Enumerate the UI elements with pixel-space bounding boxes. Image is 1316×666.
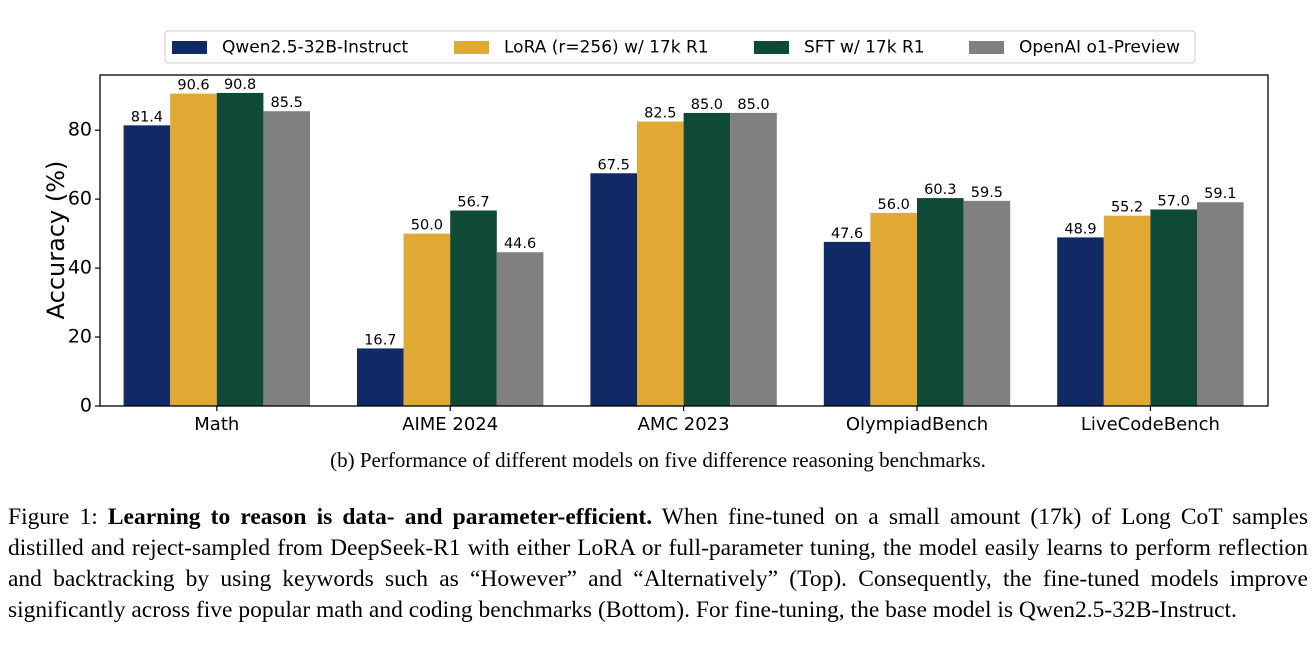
legend-swatch [754, 41, 789, 54]
bar [730, 112, 777, 406]
bar [1197, 202, 1244, 406]
y-axis-label: Accuracy (%) [42, 161, 70, 320]
bar [403, 233, 451, 406]
bar-value-label: 81.4 [131, 109, 163, 125]
chart-value-labels: 81.4 90.6 90.8 85.5 16.7 50.0 56.7 44.6 67.5 82.5… [131, 77, 1237, 348]
x-tick-label: AMC 2023 [638, 414, 730, 435]
bar-value-label: 60.3 [924, 182, 956, 198]
x-tick-label: LiveCodeBench [1081, 414, 1220, 435]
bar-value-label: 67.5 [598, 157, 630, 173]
y-tick-label: 20 [68, 326, 92, 348]
bar [1103, 215, 1151, 406]
bar [637, 121, 684, 406]
figure-caption-prefix: Figure 1: [8, 504, 108, 530]
bar-value-label: 59.5 [971, 185, 1003, 201]
bar-value-label: 57.0 [1158, 193, 1190, 209]
bar-chart: Qwen2.5-32B-Instruct LoRA (r=256) w/ 17k … [42, 30, 1269, 435]
bar-value-label: 56.0 [878, 197, 910, 213]
x-tick-label: AIME 2024 [402, 414, 498, 435]
bar-value-label: 85.0 [691, 97, 723, 113]
bar-value-label: 85.5 [271, 95, 303, 111]
legend-label: Qwen2.5-32B-Instruct [222, 38, 409, 58]
bar-value-label: 55.2 [1111, 200, 1143, 216]
bar-value-label: 47.6 [831, 226, 863, 242]
y-tick-label: 60 [68, 188, 92, 210]
x-tick-label: OlympiadBench [846, 414, 988, 435]
bar-value-label: 90.6 [177, 78, 209, 94]
figure-caption: Figure 1: Learning to reason is data- an… [8, 502, 1308, 626]
bar [496, 252, 544, 406]
bar [1150, 209, 1197, 406]
legend-frame [164, 30, 1196, 64]
y-tick-label: 0 [80, 395, 92, 417]
legend-swatch [969, 41, 1004, 54]
legend-label: OpenAI o1-Preview [1019, 38, 1180, 58]
bar-value-label: 90.8 [224, 77, 256, 93]
chart-bars [123, 92, 1244, 407]
bar-value-label: 59.1 [1204, 186, 1236, 202]
legend-label: LoRA (r=256) w/ 17k R1 [504, 38, 709, 58]
bar [823, 241, 871, 406]
x-axis: Math AIME 2024 AMC 2023 OlympiadBench LiveCo… [194, 406, 1220, 435]
bar [170, 93, 217, 407]
bar-value-label: 16.7 [364, 332, 396, 348]
sub-figure-caption: (b) Performance of different models on f… [330, 448, 986, 472]
bar [590, 173, 637, 406]
bar-value-label: 82.5 [644, 106, 676, 122]
legend-label: SFT w/ 17k R1 [804, 38, 925, 58]
y-tick-label: 40 [68, 257, 92, 279]
legend-swatch [172, 41, 207, 54]
bar [263, 111, 310, 406]
bar [963, 200, 1011, 406]
bar [216, 92, 264, 406]
bar [123, 125, 171, 406]
bar-value-label: 50.0 [411, 218, 443, 234]
figure-caption-body: When fine-tuned on a small amount (17k) … [8, 504, 1308, 623]
bar-value-label: 48.9 [1064, 221, 1096, 237]
y-tick-label: 80 [68, 119, 92, 141]
x-tick-label: Math [194, 414, 239, 435]
chart-legend: Qwen2.5-32B-Instruct LoRA (r=256) w/ 17k … [164, 30, 1196, 64]
bar [1057, 237, 1104, 406]
bar [870, 212, 917, 406]
legend-swatch [454, 41, 489, 54]
bar [683, 112, 731, 406]
bar-value-label: 56.7 [457, 195, 489, 211]
bar [917, 198, 964, 406]
bar [357, 348, 404, 406]
y-axis: 0 20 40 60 80 [68, 119, 100, 417]
bar-value-label: 44.6 [504, 236, 536, 252]
bar-value-label: 85.0 [737, 97, 769, 113]
bar [450, 210, 497, 406]
figure-caption-title: Learning to reason is data- and paramete… [107, 504, 653, 530]
